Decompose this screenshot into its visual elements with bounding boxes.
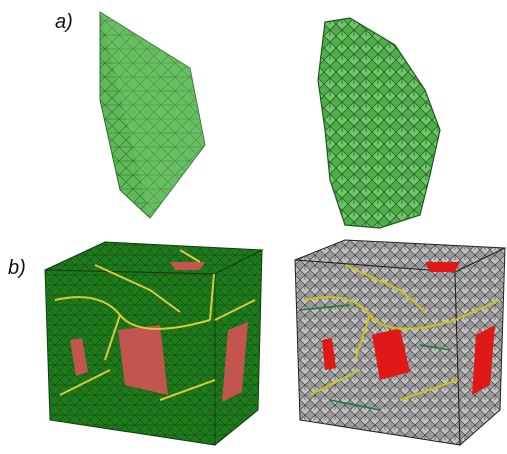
panel-label: a): [55, 11, 73, 33]
grain-mesh-rough: [318, 18, 440, 228]
cube-grey: [295, 240, 505, 445]
figure: a) b): [0, 0, 507, 454]
panel-label: b): [8, 257, 26, 279]
cube-green: [45, 242, 262, 445]
